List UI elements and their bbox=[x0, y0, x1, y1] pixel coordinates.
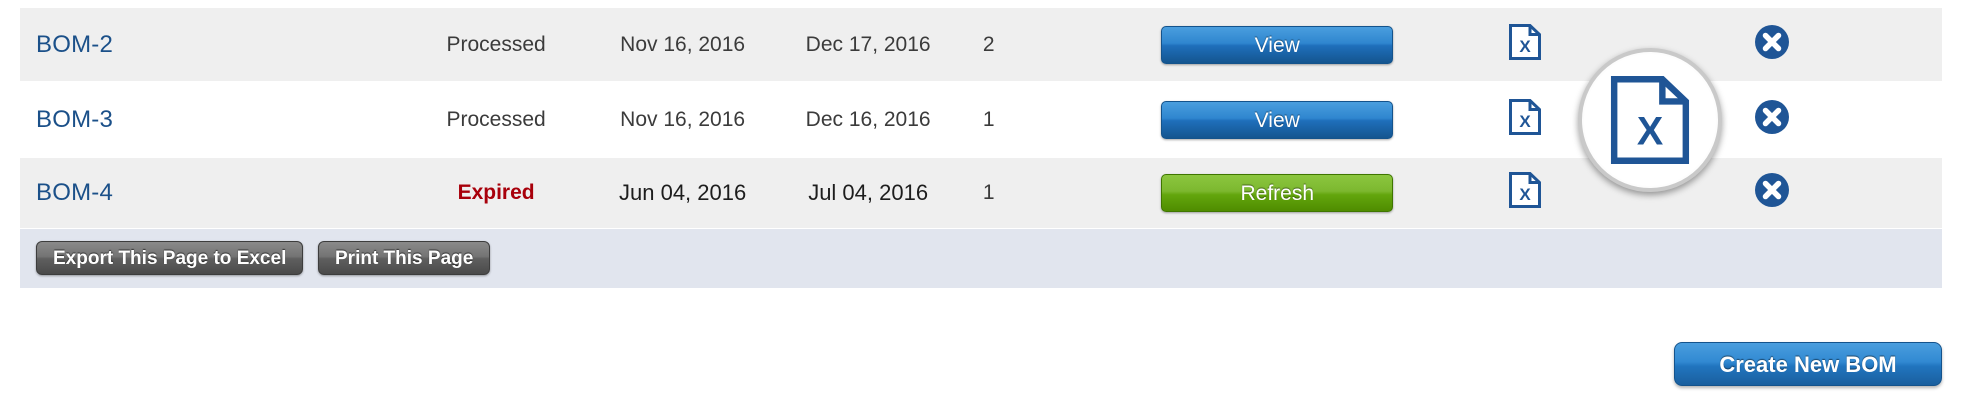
table-row[interactable]: BOM-2 Processed Nov 16, 2016 Dec 17, 201… bbox=[20, 8, 1942, 81]
created-date: Jun 04, 2016 bbox=[619, 180, 747, 205]
svg-text:X: X bbox=[1519, 185, 1531, 204]
status-cell: Processed bbox=[402, 8, 590, 81]
expiration-date-cell: Dec 17, 2016 bbox=[775, 8, 961, 81]
export-row-cell: X bbox=[1447, 81, 1602, 158]
delete-cell bbox=[1602, 158, 1942, 228]
svg-text:X: X bbox=[1637, 110, 1664, 154]
action-cell: View bbox=[1107, 8, 1447, 81]
status-badge: Processed bbox=[446, 32, 546, 56]
delete-circle-icon-glyph bbox=[1754, 173, 1789, 207]
expiration-date: Dec 16, 2016 bbox=[805, 107, 931, 131]
action-cell: View bbox=[1107, 81, 1447, 158]
status-badge: Processed bbox=[446, 107, 546, 131]
svg-text:X: X bbox=[1519, 37, 1531, 56]
magnifier-lens-overlay: X bbox=[1578, 48, 1722, 192]
delete-circle-icon-glyph bbox=[1754, 99, 1789, 134]
view-button[interactable]: View bbox=[1161, 25, 1394, 64]
action-cell: Refresh bbox=[1107, 158, 1447, 228]
svg-text:X: X bbox=[1519, 112, 1531, 131]
created-date: Nov 16, 2016 bbox=[620, 107, 746, 131]
excel-file-icon-glyph: X bbox=[1508, 23, 1541, 60]
quantity-value: 1 bbox=[982, 181, 995, 204]
created-date: Nov 16, 2016 bbox=[620, 32, 746, 56]
expiration-date: Jul 04, 2016 bbox=[808, 180, 929, 205]
created-date-cell: Nov 16, 2016 bbox=[590, 81, 776, 158]
excel-file-icon: X bbox=[1610, 76, 1690, 164]
expiration-date-cell: Dec 16, 2016 bbox=[775, 81, 961, 158]
bom-name-cell: BOM-2 bbox=[20, 8, 402, 81]
delete-cell bbox=[1602, 81, 1942, 158]
refresh-button[interactable]: Refresh bbox=[1161, 174, 1394, 212]
quantity-value: 1 bbox=[982, 107, 995, 131]
export-row-cell: X bbox=[1447, 158, 1602, 228]
table-footer-toolbar: Export This Page to Excel Print This Pag… bbox=[20, 228, 1942, 288]
quantity-cell: 2 bbox=[961, 8, 1107, 81]
excel-file-icon[interactable]: X bbox=[1508, 98, 1542, 136]
export-to-excel-button[interactable]: Export This Page to Excel bbox=[36, 241, 304, 275]
export-row-cell: X bbox=[1447, 8, 1602, 81]
quantity-value: 2 bbox=[982, 32, 995, 56]
quantity-cell: 1 bbox=[961, 158, 1107, 228]
delete-cell bbox=[1602, 8, 1942, 81]
print-page-button[interactable]: Print This Page bbox=[318, 241, 491, 275]
status-cell: Processed bbox=[402, 81, 590, 158]
excel-file-icon-glyph: X bbox=[1508, 172, 1541, 208]
excel-file-icon[interactable]: X bbox=[1508, 23, 1542, 61]
quantity-cell: 1 bbox=[961, 81, 1107, 158]
status-cell: Expired bbox=[402, 158, 590, 228]
bom-name-link[interactable]: BOM-4 bbox=[36, 179, 114, 206]
bom-name-link[interactable]: BOM-2 bbox=[36, 30, 114, 58]
bom-name-link[interactable]: BOM-3 bbox=[36, 105, 114, 133]
expiration-date-cell: Jul 04, 2016 bbox=[775, 158, 961, 228]
bom-name-cell: BOM-3 bbox=[20, 81, 402, 158]
expiration-date: Dec 17, 2016 bbox=[805, 32, 931, 56]
status-badge: Expired bbox=[457, 181, 535, 204]
delete-circle-icon-glyph bbox=[1754, 24, 1789, 59]
bom-name-cell: BOM-4 bbox=[20, 158, 402, 228]
excel-file-icon-glyph: X bbox=[1508, 98, 1541, 135]
create-new-bom-button[interactable]: Create New BOM bbox=[1674, 342, 1942, 386]
created-date-cell: Nov 16, 2016 bbox=[590, 8, 776, 81]
delete-circle-icon[interactable] bbox=[1753, 98, 1791, 136]
delete-circle-icon[interactable] bbox=[1753, 171, 1791, 209]
view-button[interactable]: View bbox=[1161, 100, 1394, 139]
created-date-cell: Jun 04, 2016 bbox=[590, 158, 776, 228]
excel-file-icon[interactable]: X bbox=[1508, 171, 1542, 209]
delete-circle-icon[interactable] bbox=[1753, 23, 1791, 61]
